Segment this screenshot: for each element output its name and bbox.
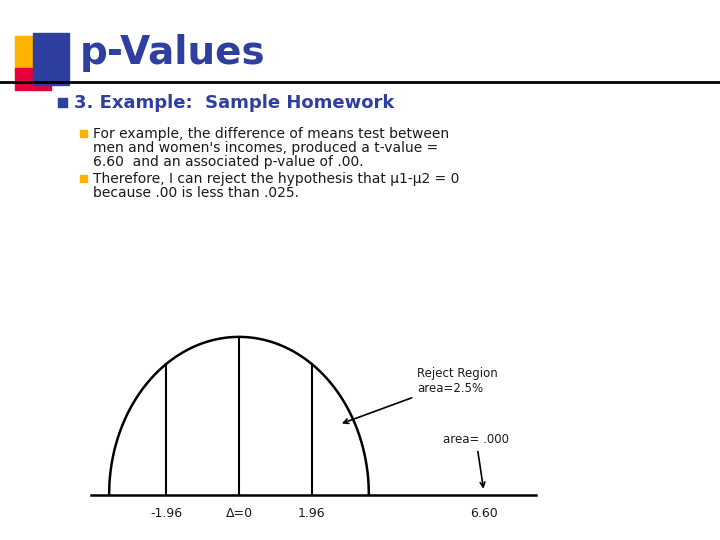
Text: Reject Region
area=2.5%: Reject Region area=2.5% (343, 367, 498, 423)
Text: p-Values: p-Values (80, 34, 266, 72)
Bar (15, 36, 51, 72)
Text: 1.96: 1.96 (298, 508, 325, 521)
Bar (80, 130, 87, 137)
Text: Δ=0: Δ=0 (225, 508, 253, 521)
Text: -1.96: -1.96 (150, 508, 182, 521)
Text: because .00 is less than .025.: because .00 is less than .025. (93, 186, 299, 200)
Text: For example, the difference of means test between: For example, the difference of means tes… (93, 127, 449, 141)
Text: 6.60  and an associated p-value of .00.: 6.60 and an associated p-value of .00. (93, 155, 364, 169)
Bar (80, 175, 87, 182)
Text: Therefore, I can reject the hypothesis that μ1-μ2 = 0: Therefore, I can reject the hypothesis t… (93, 172, 459, 186)
Text: 3. Example:  Sample Homework: 3. Example: Sample Homework (74, 94, 395, 112)
Text: 6.60: 6.60 (470, 508, 498, 521)
Bar (15, 68, 51, 90)
Text: men and women's incomes, produced a t-value =: men and women's incomes, produced a t-va… (93, 141, 438, 155)
Text: area= .000: area= .000 (443, 433, 509, 487)
Bar (33, 33, 69, 85)
Bar (58, 98, 67, 107)
